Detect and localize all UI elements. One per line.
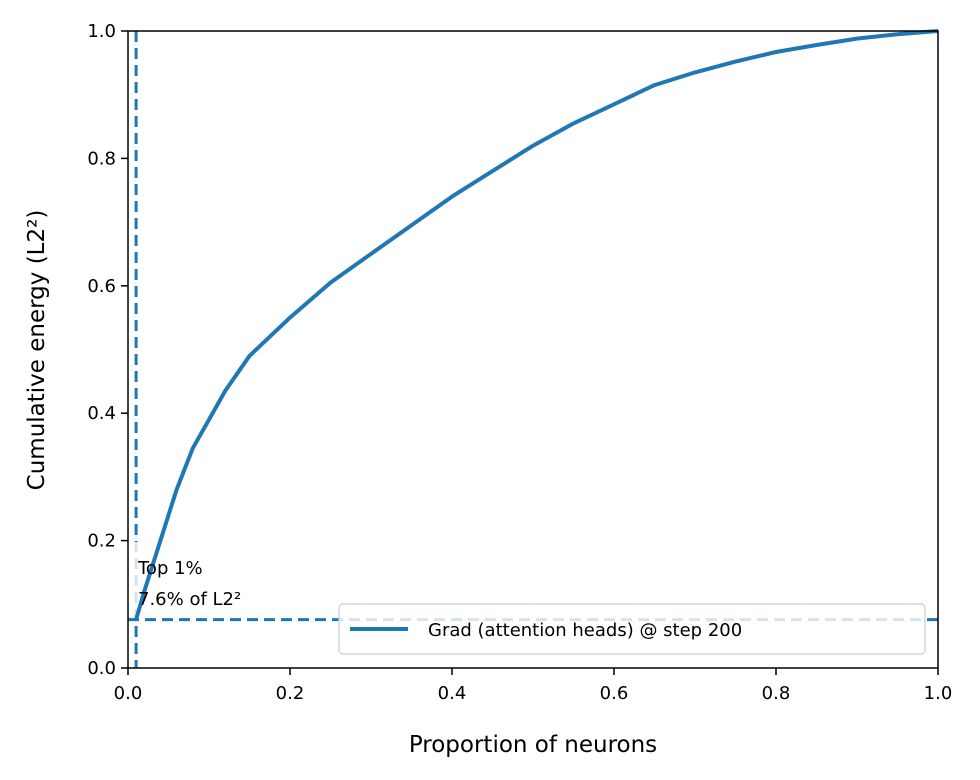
x-tick-label-5: 1.0 xyxy=(924,683,953,704)
y-tick-label-5: 1.0 xyxy=(87,21,116,42)
legend-box xyxy=(338,603,926,655)
x-tick-label-1: 0.2 xyxy=(276,683,305,704)
x-tick-label-0: 0.0 xyxy=(114,683,143,704)
legend: Grad (attention heads) @ step 200 xyxy=(338,603,926,655)
y-tick-label-2: 0.4 xyxy=(87,403,116,424)
x-tick-label-2: 0.4 xyxy=(438,683,467,704)
x-axis-label: Proportion of neurons xyxy=(409,732,657,758)
plot-content xyxy=(128,29,939,668)
y-tick-label-4: 0.8 xyxy=(87,148,116,169)
y-axis-label: Cumulative energy (L2²) xyxy=(24,210,50,491)
y-tick-label-3: 0.6 xyxy=(87,276,116,297)
y-tick-label-1: 0.2 xyxy=(87,531,116,552)
annotation-top-percent: Top 1% xyxy=(137,558,203,579)
x-tick-label-3: 0.6 xyxy=(600,683,629,704)
series-line xyxy=(134,29,939,621)
y-tick-label-0: 0.0 xyxy=(87,658,116,679)
axes: 0.0 0.2 0.4 0.6 0.8 1.0 0.0 0.2 0.4 0.6 0.8 1.0 xyxy=(87,21,952,704)
legend-entry-label: Grad (attention heads) @ step 200 xyxy=(428,620,742,641)
x-tick-label-4: 0.8 xyxy=(762,683,791,704)
plot-frame xyxy=(127,30,939,669)
annotation-energy-share: 7.6% of L2² xyxy=(138,589,241,610)
labels: Proportion of neurons Cumulative energy … xyxy=(24,210,657,758)
